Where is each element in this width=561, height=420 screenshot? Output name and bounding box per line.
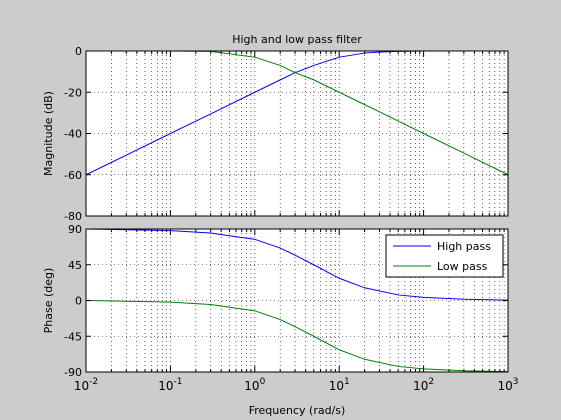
legend-box <box>385 234 504 278</box>
phase-y-tick-label: -45 <box>64 330 82 343</box>
magnitude-y-tick-label: -80 <box>64 210 82 223</box>
x-tick-label: 10-2 <box>74 377 98 393</box>
x-tick-label: 100 <box>244 377 265 393</box>
magnitude-axes: 0 -20 -40 -60 -80 High and low pass filter M… <box>42 33 509 223</box>
magnitude-y-tick-labels: 0 -20 -40 -60 -80 <box>64 45 82 223</box>
magnitude-ticks <box>86 50 508 217</box>
magnitude-y-tick-label: -40 <box>64 128 82 141</box>
phase-axes: 90 45 0 -45 -90 10-2 10-1 100 101 102 103 Phase (… <box>42 223 519 417</box>
x-tick-label: 103 <box>497 377 518 393</box>
phase-x-tick-labels: 10-2 10-1 100 101 102 103 <box>74 377 519 393</box>
magnitude-y-tick-label: 0 <box>75 45 82 58</box>
phase-y-tick-labels: 90 45 0 -45 -90 <box>64 223 82 379</box>
chart-title: High and low pass filter <box>232 33 362 46</box>
x-tick-label: 101 <box>329 377 350 393</box>
series-line-high-pass <box>85 228 509 301</box>
phase-y-tick-label: 45 <box>68 259 82 272</box>
phase-y-tick-label: -90 <box>64 366 82 379</box>
x-tick-label: 10-1 <box>158 377 182 393</box>
phase-y-axis-label: Phase (deg) <box>42 268 55 334</box>
legend-label-high-pass: High pass <box>437 240 491 253</box>
phase-y-tick-label: 0 <box>75 295 82 308</box>
x-tick-label: 102 <box>413 377 434 393</box>
x-axis-label: Frequency (rad/s) <box>249 404 346 417</box>
magnitude-y-tick-label: -60 <box>64 169 82 182</box>
magnitude-y-tick-label: -20 <box>64 86 82 99</box>
phase-y-tick-label: 90 <box>68 223 82 236</box>
magnitude-y-axis-label: Magnitude (dB) <box>42 91 55 176</box>
legend: High pass Low pass <box>385 234 504 278</box>
magnitude-plot-area <box>86 51 508 216</box>
phase-ticks <box>86 228 508 373</box>
legend-label-low-pass: Low pass <box>437 260 488 273</box>
